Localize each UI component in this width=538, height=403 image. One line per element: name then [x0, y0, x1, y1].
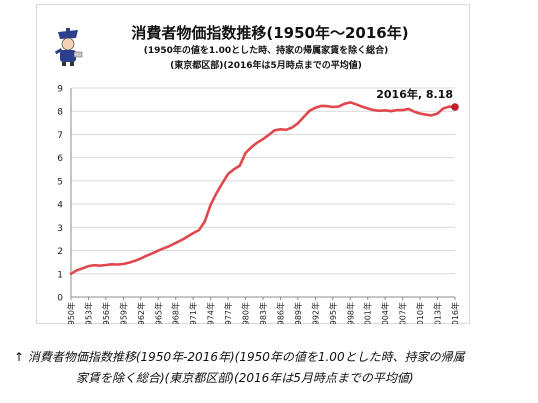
y-tick-label: 6	[57, 154, 63, 164]
y-tick-label: 1	[57, 270, 63, 280]
chart-subtitle-region: (東京都区部)(2016年は5月時点までの平均値)	[170, 61, 362, 71]
x-tick-label: 2001年	[363, 302, 373, 324]
x-tick-label: 1986年	[275, 302, 285, 324]
x-tick-label: 2007年	[398, 302, 408, 324]
x-tick-label: 1956年	[101, 302, 111, 324]
x-tick-label: 1977年	[223, 302, 233, 324]
mascot-icon	[54, 28, 83, 66]
x-tick-label: 1974年	[206, 302, 216, 324]
x-tick-label: 2004年	[380, 302, 390, 324]
y-tick-label: 9	[57, 85, 63, 95]
x-tick-label: 2010年	[415, 302, 425, 324]
x-tick-label: 1989年	[293, 302, 303, 324]
x-tick-label: 1953年	[83, 302, 93, 324]
figure-caption-line2: 家賃を除く総合)(東京都区部)(2016年は5月時点までの平均値)	[76, 371, 414, 385]
chart-frame	[36, 4, 470, 324]
data-label-2016: 2016年, 8.18	[376, 87, 453, 101]
x-tick-label: 1959年	[118, 302, 128, 324]
y-tick-label: 3	[57, 224, 63, 234]
x-tick-label: 1965年	[153, 302, 163, 324]
chart-title: 消費者物価指数推移(1950年～2016年)	[131, 24, 409, 42]
y-tick-label: 4	[57, 201, 63, 211]
figure-caption-line1: ↑ 消費者物価指数推移(1950年-2016年)(1950年の値を1.00とした…	[14, 350, 465, 364]
x-tick-label: 1980年	[241, 302, 251, 324]
y-tick-label: 5	[57, 177, 63, 187]
y-tick-label: 0	[57, 294, 63, 304]
x-tick-label: 1983年	[258, 302, 268, 324]
x-tick-label: 1962年	[136, 302, 146, 324]
x-tick-label: 2016年	[450, 302, 460, 324]
y-tick-label: 2	[57, 247, 63, 257]
x-tick-label: 1950年	[66, 302, 76, 324]
x-tick-label: 1992年	[310, 302, 320, 324]
line-chart: 0 1 2 3 4 5 6 7 8 9 1950年 1953年 1956年 1959年 1962年 1965年…	[57, 85, 460, 325]
x-tick-label: 1971年	[188, 302, 198, 324]
x-tick-label: 1998年	[345, 302, 355, 324]
y-tick-label: 7	[57, 131, 63, 141]
y-tick-label: 8	[57, 108, 63, 118]
chart-subtitle: (1950年の値を1.00とした時、持家の帰属家賃を除く総合)	[143, 46, 389, 56]
x-tick-label: 1968年	[171, 302, 181, 324]
cpi-series-line	[69, 101, 457, 276]
data-point-2016	[451, 103, 459, 111]
x-tick-label: 2013年	[433, 302, 443, 324]
x-tick-label: 1995年	[328, 302, 338, 324]
